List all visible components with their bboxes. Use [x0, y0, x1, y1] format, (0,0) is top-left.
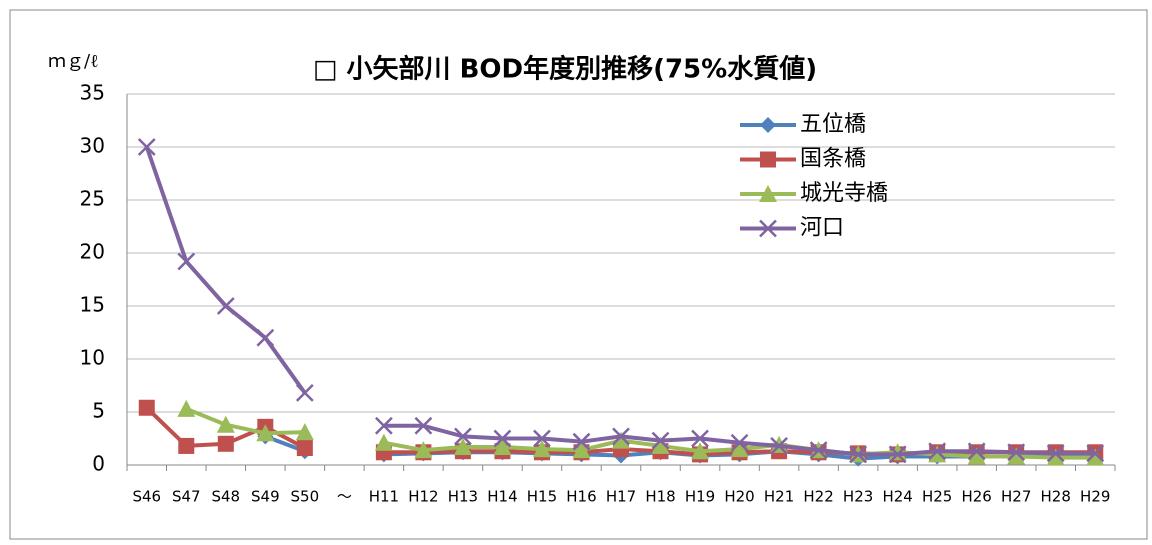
x-tick-label: H21: [764, 488, 794, 506]
y-axis-label: ｍｇ/ℓ: [48, 51, 99, 72]
data-point: [967, 442, 986, 461]
legend-label: 五位橋: [800, 112, 866, 137]
data-point: [217, 435, 234, 452]
data-point: [730, 433, 749, 452]
data-point: [295, 423, 314, 441]
data-point: [1007, 443, 1026, 462]
data-point: [295, 384, 314, 402]
x-tick-label: H25: [922, 488, 952, 506]
legend-marker: [760, 151, 776, 168]
y-tick-label: 30: [80, 134, 105, 158]
data-point: [691, 429, 709, 448]
data-point: [612, 427, 630, 446]
data-point: [612, 431, 630, 449]
data-point: [572, 432, 591, 451]
y-tick-label: 0: [92, 452, 105, 476]
data-point: [1046, 448, 1065, 466]
data-point: [216, 297, 235, 315]
x-tick-label: H18: [645, 488, 675, 506]
y-tick-label: 10: [80, 346, 105, 370]
data-point: [374, 416, 393, 435]
data-point: [928, 445, 947, 463]
data-point: [730, 440, 749, 458]
legend-marker: [759, 185, 777, 202]
x-tick-label: H17: [606, 488, 636, 506]
legend-marker: [759, 219, 777, 238]
x-tick-label: H14: [487, 488, 517, 506]
x-tick-label: H27: [1001, 488, 1031, 506]
data-point: [177, 399, 196, 417]
x-tick-label: H28: [1041, 488, 1071, 506]
data-point: [138, 399, 155, 416]
data-point: [414, 416, 433, 435]
x-tick-label: ～: [337, 488, 352, 506]
data-point: [572, 441, 591, 459]
data-point: [967, 447, 986, 465]
data-point: [809, 441, 828, 460]
data-point: [770, 437, 788, 455]
data-point: [256, 424, 275, 442]
y-tick-label: 35: [80, 81, 105, 105]
data-point: [454, 427, 472, 446]
x-tick-label: S48: [211, 488, 240, 506]
x-tick-label: H22: [803, 488, 833, 506]
data-point: [1007, 447, 1026, 465]
x-tick-label: H12: [408, 488, 438, 506]
data-point: [216, 415, 235, 433]
x-tick-label: H23: [843, 488, 873, 506]
data-point: [256, 328, 275, 347]
data-point: [691, 442, 710, 460]
legend-label: 河口: [800, 216, 844, 241]
data-point: [374, 433, 393, 451]
data-point: [296, 440, 313, 457]
legend-marker: [760, 117, 776, 133]
data-point: [414, 441, 433, 459]
x-tick-label: H16: [566, 488, 596, 506]
legend-label: 国条橋: [800, 147, 866, 172]
data-point: [532, 440, 551, 458]
data-point: [651, 431, 670, 450]
x-tick-label: H24: [882, 488, 912, 506]
data-point: [178, 437, 195, 454]
x-tick-label: H20: [724, 488, 754, 506]
data-point: [493, 437, 512, 455]
data-point: [651, 436, 670, 454]
data-point: [533, 429, 551, 448]
x-tick-label: H26: [961, 488, 991, 506]
y-tick-label: 25: [80, 187, 105, 211]
data-point: [1046, 444, 1065, 463]
data-point: [928, 442, 947, 461]
x-tick-label: H15: [527, 488, 557, 506]
x-tick-label: S49: [251, 488, 280, 506]
data-point: [453, 437, 472, 455]
x-tick-label: H11: [369, 488, 399, 506]
x-tick-label: S50: [291, 488, 320, 506]
data-point: [1086, 444, 1105, 463]
legend-label: 城光寺橋: [800, 181, 888, 206]
x-tick-label: S47: [172, 488, 201, 506]
data-point: [137, 138, 156, 156]
chart-title: □ 小矢部川 BOD年度別推移(75%水質値): [313, 54, 817, 85]
data-point: [888, 445, 907, 464]
x-tick-label: S46: [132, 488, 161, 506]
y-tick-label: 20: [80, 240, 105, 264]
y-tick-label: 5: [92, 399, 105, 423]
data-point: [493, 429, 512, 448]
data-point: [177, 252, 196, 271]
x-tick-label: H13: [448, 488, 478, 506]
y-tick-label: 15: [80, 293, 105, 317]
x-tick-label: H19: [685, 488, 715, 506]
x-tick-label: H29: [1080, 488, 1110, 506]
data-point: [1086, 448, 1105, 466]
data-point: [849, 445, 868, 464]
